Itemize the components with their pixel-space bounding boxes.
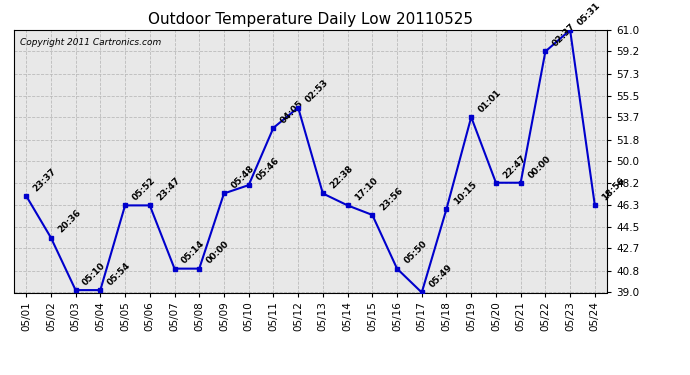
Text: 00:00: 00:00 [205, 240, 231, 266]
Text: 05:14: 05:14 [180, 239, 207, 266]
Text: 05:50: 05:50 [402, 239, 429, 266]
Text: 23:56: 23:56 [378, 186, 404, 212]
Text: 05:31: 05:31 [575, 1, 602, 27]
Text: 05:49: 05:49 [427, 263, 454, 290]
Text: 22:38: 22:38 [328, 164, 355, 191]
Text: 05:48: 05:48 [230, 164, 256, 191]
Text: 05:46: 05:46 [254, 156, 281, 182]
Text: 10:15: 10:15 [452, 180, 479, 206]
Text: 18:56: 18:56 [600, 176, 627, 203]
Title: Outdoor Temperature Daily Low 20110525: Outdoor Temperature Daily Low 20110525 [148, 12, 473, 27]
Text: Copyright 2011 Cartronics.com: Copyright 2011 Cartronics.com [20, 38, 161, 47]
Text: 23:37: 23:37 [32, 166, 59, 193]
Text: 22:47: 22:47 [502, 153, 529, 180]
Text: 05:54: 05:54 [106, 261, 132, 287]
Text: 02:37: 02:37 [551, 22, 578, 49]
Text: 05:52: 05:52 [130, 176, 157, 203]
Text: 17:10: 17:10 [353, 176, 380, 203]
Text: 01:01: 01:01 [477, 88, 503, 114]
Text: 05:10: 05:10 [81, 261, 108, 287]
Text: 00:00: 00:00 [526, 154, 553, 180]
Text: 20:36: 20:36 [57, 209, 83, 235]
Text: 04:05: 04:05 [279, 99, 306, 125]
Text: 02:53: 02:53 [304, 78, 331, 105]
Text: 23:47: 23:47 [155, 176, 182, 203]
